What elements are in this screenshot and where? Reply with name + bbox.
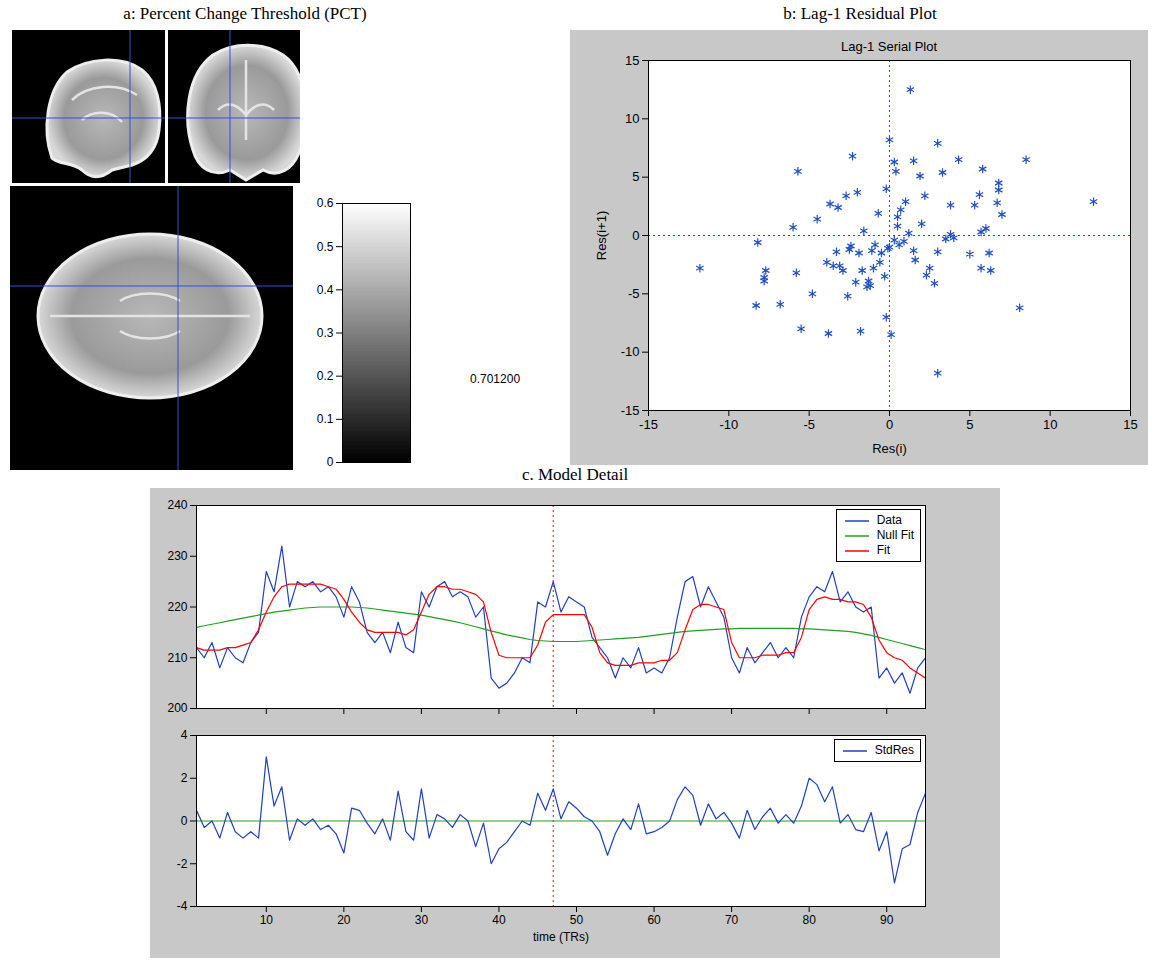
html-text:Data: Data bbox=[876, 513, 902, 527]
svg-text:5: 5 bbox=[966, 417, 973, 432]
html-text:Lag-1 Serial Plot: Lag-1 Serial Plot bbox=[840, 39, 938, 54]
svg-text:50: 50 bbox=[570, 913, 584, 927]
svg-text:0: 0 bbox=[886, 417, 893, 432]
svg-text:time (TRs): time (TRs) bbox=[533, 930, 589, 944]
html-text:a: Percent Change Threshold (P: a: Percent Change Threshold (PCT) bbox=[123, 4, 367, 23]
svg-text:0: 0 bbox=[632, 228, 639, 243]
svg-text:15: 15 bbox=[1123, 417, 1137, 432]
svg-text:-10: -10 bbox=[719, 417, 738, 432]
svg-text:-5: -5 bbox=[803, 417, 815, 432]
svg-text:30: 30 bbox=[415, 913, 429, 927]
svg-text:-5: -5 bbox=[628, 286, 640, 301]
svg-text:5: 5 bbox=[632, 169, 639, 184]
html-text:c. Model Detail: c. Model Detail bbox=[521, 465, 629, 484]
svg-text:90: 90 bbox=[880, 913, 894, 927]
svg-text:0.4: 0.4 bbox=[317, 283, 334, 297]
svg-text:10: 10 bbox=[260, 913, 274, 927]
svg-text:-4: -4 bbox=[177, 899, 188, 913]
svg-text:0.3: 0.3 bbox=[317, 326, 334, 340]
svg-text:40: 40 bbox=[492, 913, 506, 927]
svg-text:80: 80 bbox=[802, 913, 816, 927]
svg-text:4: 4 bbox=[181, 728, 188, 742]
svg-text:Res(i): Res(i) bbox=[872, 441, 907, 456]
svg-text:10: 10 bbox=[1043, 417, 1057, 432]
svg-text:-15: -15 bbox=[639, 417, 658, 432]
svg-text:-2: -2 bbox=[177, 857, 188, 871]
svg-text:0: 0 bbox=[181, 814, 188, 828]
html-text:Null Fit: Null Fit bbox=[876, 528, 914, 542]
svg-text:10: 10 bbox=[625, 111, 639, 126]
svg-text:70: 70 bbox=[725, 913, 739, 927]
svg-text:2: 2 bbox=[181, 771, 188, 785]
svg-text:0.2: 0.2 bbox=[317, 369, 334, 383]
html-text:b: Lag-1 Residual Plot: b: Lag-1 Residual Plot bbox=[783, 4, 937, 23]
svg-text:240: 240 bbox=[167, 498, 187, 512]
svg-text:-15: -15 bbox=[621, 403, 640, 418]
svg-text:-10: -10 bbox=[621, 344, 640, 359]
svg-text:230: 230 bbox=[167, 549, 187, 563]
svg-text:20: 20 bbox=[337, 913, 351, 927]
html-text:Fit: Fit bbox=[876, 543, 890, 557]
svg-text:15: 15 bbox=[625, 53, 639, 68]
svg-text:60: 60 bbox=[647, 913, 661, 927]
svg-text:200: 200 bbox=[167, 701, 187, 715]
svg-text:210: 210 bbox=[167, 651, 187, 665]
svg-text:0.1: 0.1 bbox=[317, 412, 334, 426]
html-text:StdRes: StdRes bbox=[874, 743, 914, 757]
svg-text:0.6: 0.6 bbox=[317, 196, 334, 210]
svg-text:0: 0 bbox=[327, 455, 334, 469]
svg-text:Res(i+1): Res(i+1) bbox=[594, 211, 609, 261]
html-text:0.701200: 0.701200 bbox=[470, 372, 521, 386]
svg-text:0.5: 0.5 bbox=[317, 240, 334, 254]
svg-text:220: 220 bbox=[167, 600, 187, 614]
